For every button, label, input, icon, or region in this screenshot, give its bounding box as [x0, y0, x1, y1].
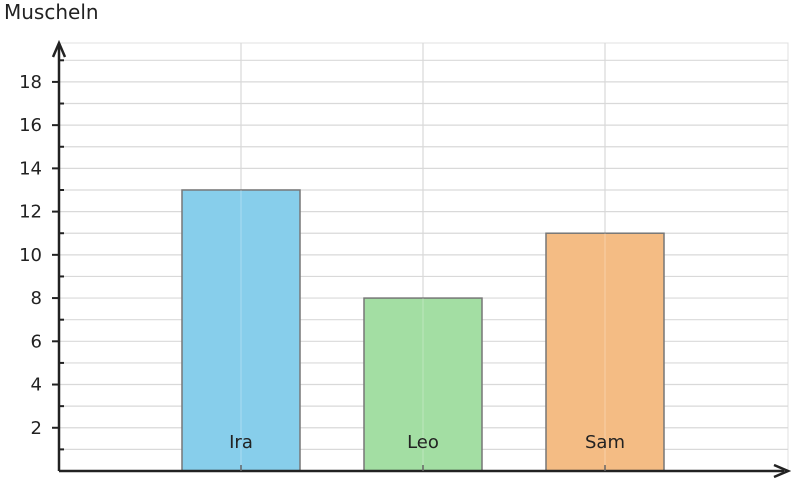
y-tick-label: 8	[31, 288, 42, 309]
y-tick-label: 10	[19, 245, 42, 266]
labels: Ira Leo Sam 2 4 6 8 10 12 14 16 18	[19, 72, 625, 453]
bar-sam	[545, 232, 665, 472]
category-label-ira: Ira	[229, 432, 253, 453]
category-label-leo: Leo	[407, 432, 439, 453]
x-axis-arrow	[773, 463, 791, 479]
y-tick-label: 18	[19, 72, 42, 93]
bar-ira	[181, 189, 301, 472]
axes	[51, 39, 791, 479]
y-axis-title: Muscheln	[4, 0, 99, 24]
y-tick-label: 6	[31, 331, 42, 352]
y-tick-label: 12	[19, 202, 42, 223]
y-tick-label: 16	[19, 115, 42, 136]
category-label-sam: Sam	[585, 432, 625, 453]
y-tick-label: 2	[31, 418, 42, 439]
grid	[58, 42, 789, 472]
y-axis-arrow	[51, 39, 67, 58]
y-tick-label: 4	[31, 375, 42, 396]
y-tick-label: 14	[19, 158, 42, 179]
